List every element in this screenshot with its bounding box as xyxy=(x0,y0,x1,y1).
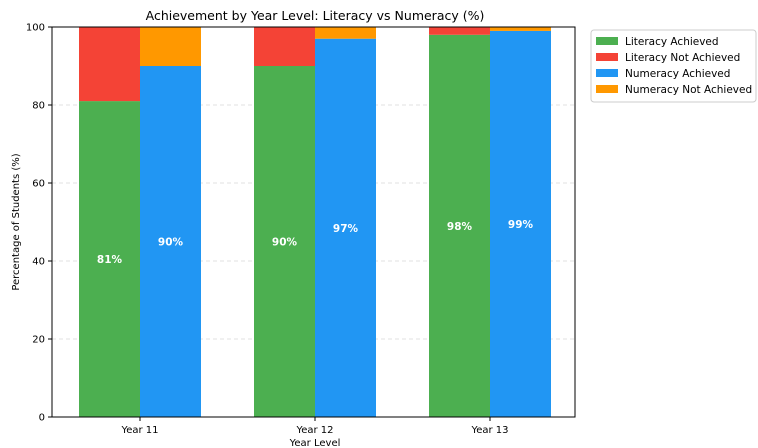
legend-swatch xyxy=(596,37,618,45)
y-tick-label: 100 xyxy=(26,23,45,34)
bar-numeracy-not-achieved xyxy=(490,27,551,31)
plot-frame xyxy=(51,26,576,418)
bar-value-label: 98% xyxy=(447,221,473,233)
legend-swatch xyxy=(596,69,618,77)
y-tick-label: 40 xyxy=(32,257,45,268)
bars xyxy=(79,27,551,418)
bar-numeracy-achieved xyxy=(490,30,551,418)
x-tick-label: Year 12 xyxy=(295,425,333,436)
x-axis-label: Year Level xyxy=(289,438,341,448)
bar-value-label: 90% xyxy=(158,237,184,249)
legend-entry: Literacy Not Achieved xyxy=(625,52,740,64)
legend-swatch xyxy=(596,85,618,93)
bar-value-label: 90% xyxy=(272,237,298,249)
x-tick-label: Year 11 xyxy=(120,425,158,436)
bar-value-label: 81% xyxy=(97,254,123,266)
bar-numeracy-achieved xyxy=(315,38,376,417)
x-tick-label: Year 13 xyxy=(470,425,508,436)
legend: Literacy Achieved Literacy Not Achieved Nu… xyxy=(590,29,757,103)
bar-value-label: 97% xyxy=(333,223,359,235)
legend-entry: Numeracy Not Achieved xyxy=(625,84,752,96)
bar-numeracy-not-achieved xyxy=(140,27,201,66)
bar-value-label: 99% xyxy=(508,219,534,231)
bar-data-labels: 81% 90% 90% 97% 98% 99% xyxy=(97,219,534,266)
legend-box xyxy=(590,29,757,103)
bar-literacy-achieved xyxy=(254,66,315,417)
bar-literacy-not-achieved xyxy=(429,27,490,35)
legend-entry: Numeracy Achieved xyxy=(625,68,730,80)
y-tick-label: 60 xyxy=(32,179,45,190)
y-tick-label: 80 xyxy=(32,101,45,112)
legend-entry: Literacy Achieved xyxy=(625,36,719,48)
y-axis-label: Percentage of Students (%) xyxy=(11,153,22,290)
bar-literacy-not-achieved xyxy=(79,27,140,102)
chart-title: Achievement by Year Level: Literacy vs N… xyxy=(146,8,485,23)
y-axis-ticks: 0 20 40 60 80 100 xyxy=(26,23,52,424)
x-axis-ticks: Year 11 Year 12 Year 13 xyxy=(120,417,509,436)
bar-literacy-achieved xyxy=(79,101,140,417)
y-tick-label: 20 xyxy=(32,335,45,346)
bar-numeracy-not-achieved xyxy=(315,27,376,39)
bar-numeracy-achieved xyxy=(140,66,201,417)
bar-literacy-achieved xyxy=(429,34,490,418)
y-tick-label: 0 xyxy=(39,413,45,424)
legend-swatch xyxy=(596,53,618,61)
bar-literacy-not-achieved xyxy=(254,27,315,66)
